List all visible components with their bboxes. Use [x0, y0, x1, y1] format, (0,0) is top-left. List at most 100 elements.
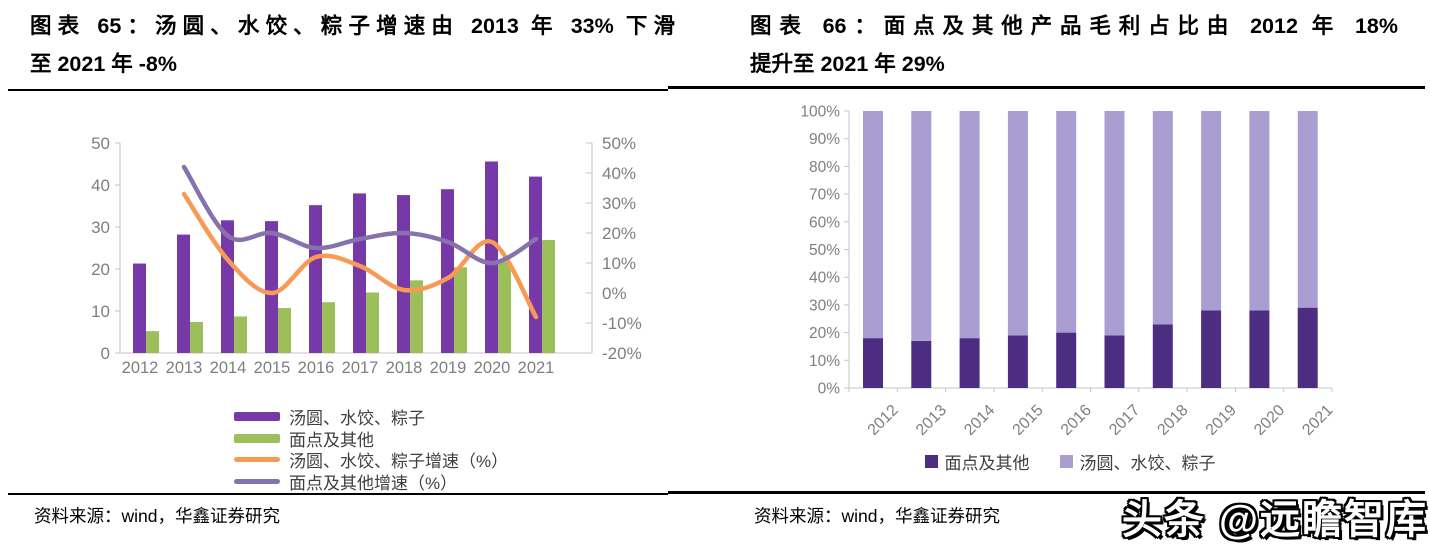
legend-swatch: [234, 433, 280, 443]
left-axis-label: 20: [91, 260, 110, 279]
left-combo-chart: 0 10 20 30 40 50 -20% -10% 0% 10% 20% 30% 40% 50% 2012…: [91, 134, 642, 377]
y-axis-label: 20%: [809, 325, 840, 342]
left-axis-label: 50: [91, 134, 110, 153]
right-axis-label: 10%: [602, 254, 636, 273]
stack-segment-dark: [1152, 324, 1173, 388]
legend-label: 面点及其他: [944, 454, 1030, 473]
bar-0: [485, 161, 498, 353]
y-axis-label: 100%: [800, 104, 840, 121]
legend-label: 面点及其他增速（%）: [289, 473, 458, 493]
x-axis-label: 2015: [1010, 402, 1047, 439]
x-axis-label: 2014: [961, 402, 998, 439]
x-axis-label: 2018: [386, 359, 423, 377]
stack-segment-dark: [1056, 332, 1077, 388]
left-axis-label: 30: [91, 218, 110, 237]
legend-label: 汤圆、水饺、粽子增速（%）: [289, 452, 509, 472]
right-axis-label: 0%: [602, 284, 627, 303]
bar-1: [410, 280, 423, 353]
right-axis-label: 50%: [602, 134, 636, 153]
bar-0: [133, 263, 146, 353]
stack-segment-dark: [863, 338, 883, 388]
x-axis-label: 2014: [210, 359, 247, 377]
bar-0: [397, 195, 410, 353]
x-axis-label: 2020: [1251, 402, 1288, 439]
legend-item: 汤圆、水饺、粽子增速（%）: [234, 449, 508, 471]
stack-segment-dark: [959, 338, 980, 388]
bar-0: [265, 221, 278, 353]
x-axis-label: 2017: [342, 359, 379, 377]
x-axis-label: 2013: [166, 359, 203, 377]
left-chart-legend: 汤圆、水饺、粽子 面点及其他 汤圆、水饺、粽子增速（%） 面点及其他增速（%）: [234, 406, 508, 493]
right-footer-divider: [668, 491, 1425, 494]
right-axis-label: 20%: [602, 224, 636, 243]
left-source-note: 资料来源：wind，华鑫证券研究: [34, 506, 280, 526]
x-axis-label: 2019: [1203, 402, 1240, 439]
x-axis-label: 2021: [1299, 402, 1336, 439]
legend-label: 汤圆、水饺、粽子: [1079, 454, 1216, 473]
right-stacked-chart: 0% 10% 20% 30% 40% 50% 60% 70% 80% 90% 100% 2012 201…: [800, 104, 1336, 439]
left-title-line2: 至 2021 年 -8%: [30, 52, 177, 76]
y-axis-label: 80%: [809, 159, 840, 176]
legend-item: 汤圆、水饺、粽子: [234, 406, 508, 428]
right-axis-label: 40%: [602, 164, 636, 183]
legend-item: 面点及其他增速（%）: [234, 471, 508, 493]
y-axis-label: 60%: [809, 214, 840, 231]
bar-1: [146, 331, 159, 353]
x-axis-label: 2016: [1058, 402, 1095, 439]
x-axis-label: 2016: [298, 359, 335, 377]
stack-segment-light: [863, 111, 883, 339]
stack-segment-light: [1056, 111, 1077, 333]
stack-segment-light: [1249, 111, 1270, 311]
right-title-line2: 提升至 2021 年 29%: [750, 52, 945, 76]
bar-1: [278, 308, 291, 353]
left-footer-divider: [8, 493, 668, 495]
left-axis-label: 40: [91, 176, 110, 195]
stack-segment-light: [1297, 111, 1318, 308]
stack-segment-light: [959, 111, 980, 339]
legend-swatch: [1059, 455, 1073, 468]
stack-segment-dark: [1007, 335, 1028, 388]
legend-item: 面点及其他: [234, 428, 508, 450]
y-axis-label: 40%: [809, 270, 840, 287]
legend-swatch: [234, 478, 280, 484]
legend-label: 汤圆、水饺、粽子: [289, 409, 425, 429]
right-title-divider: [668, 86, 1425, 89]
stack-segment-light: [1104, 111, 1125, 336]
bar-0: [353, 193, 366, 353]
stack-segment-dark: [1297, 307, 1318, 388]
left-title-line1: 图表 65：汤圆、水饺、粽子增速由 2013 年 33% 下滑: [30, 14, 675, 38]
left-chart-title: 图表 65：汤圆、水饺、粽子增速由 2013 年 33% 下滑 至 2021 年…: [30, 7, 675, 83]
bar-1: [234, 316, 247, 353]
x-axis-label: 2012: [865, 402, 902, 439]
growth-line-0: [181, 191, 539, 320]
y-axis-label: 70%: [809, 187, 840, 204]
y-axis-label: 50%: [809, 242, 840, 259]
y-axis-label: 10%: [809, 353, 840, 370]
legend-item: 面点及其他: [924, 449, 1030, 474]
left-axis-label: 10: [91, 302, 110, 321]
stack-segment-dark: [1104, 335, 1125, 388]
legend-swatch: [234, 457, 280, 463]
x-axis-label: 2012: [122, 359, 159, 377]
y-axis-label: 30%: [809, 297, 840, 314]
right-axis-label: -10%: [602, 314, 642, 333]
x-axis-label: 2017: [1106, 402, 1143, 439]
bar-1: [542, 240, 555, 353]
bar-1: [366, 292, 379, 353]
x-axis-label: 2019: [430, 359, 467, 377]
right-axis-label: -20%: [602, 344, 642, 363]
bar-1: [322, 302, 335, 353]
watermark: 头条 @远瞻智库: [1121, 498, 1428, 542]
x-axis-label: 2021: [518, 359, 555, 377]
bar-1: [498, 261, 511, 353]
x-axis-label: 2015: [254, 359, 291, 377]
x-axis-label: 2018: [1154, 402, 1191, 439]
right-axis-label: 30%: [602, 194, 636, 213]
right-chart-title: 图表 66：面点及其他产品毛利占比由 2012 年 18% 提升至 2021 年…: [750, 7, 1398, 83]
growth-line-1: [181, 164, 539, 266]
left-axis-label: 0: [101, 344, 110, 363]
bar-1: [454, 267, 467, 353]
legend-swatch: [234, 412, 280, 422]
x-axis-label: 2013: [913, 402, 950, 439]
